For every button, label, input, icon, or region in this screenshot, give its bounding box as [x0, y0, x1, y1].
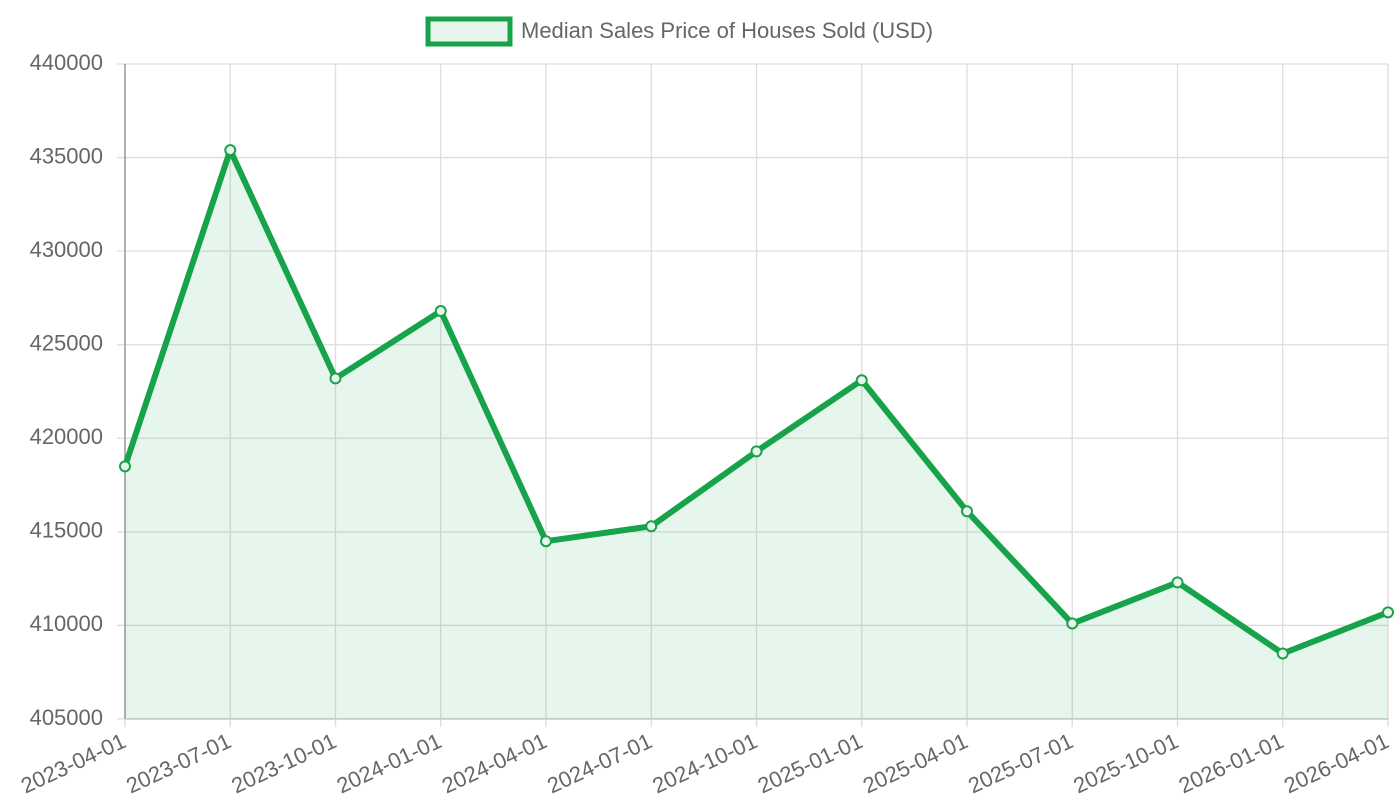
point	[1171, 576, 1184, 589]
y-tick-label: 430000	[30, 237, 103, 262]
x-tick-label: 2024-01-01	[333, 728, 446, 798]
point	[1066, 617, 1079, 630]
x-tick-label: 2026-04-01	[1280, 728, 1393, 798]
x-tick-label: 2025-04-01	[859, 728, 972, 798]
legend-swatch	[425, 16, 513, 47]
point	[961, 505, 973, 518]
y-tick-label: 440000	[30, 50, 103, 75]
x-tick-label: 2023-07-01	[122, 728, 235, 798]
point	[224, 144, 237, 157]
y-tick-label: 435000	[30, 143, 103, 168]
point	[329, 372, 342, 385]
x-tick-label: 2024-10-01	[649, 728, 762, 798]
point	[645, 520, 658, 533]
y-tick-label: 425000	[30, 331, 103, 356]
point	[750, 445, 763, 458]
x-tick-label: 2026-01-01	[1175, 728, 1288, 798]
point	[119, 460, 131, 473]
point	[1382, 606, 1394, 619]
x-tick-label: 2024-04-01	[438, 728, 551, 798]
point	[855, 374, 868, 387]
x-tick-label: 2023-10-01	[228, 728, 341, 798]
y-tick-label: 410000	[30, 611, 103, 636]
y-tick-label: 420000	[30, 424, 103, 449]
y-tick-label: 405000	[30, 705, 103, 730]
x-tick-label: 2025-10-01	[1070, 728, 1183, 798]
x-tick-label: 2025-01-01	[754, 728, 867, 798]
point	[540, 535, 552, 548]
point	[1276, 647, 1289, 660]
x-tick-label: 2025-07-01	[964, 728, 1077, 798]
y-tick-label: 415000	[30, 518, 103, 543]
legend-label: Median Sales Price of Houses Sold (USD)	[521, 18, 933, 43]
x-tick-label: 2023-04-01	[17, 728, 130, 798]
x-tick-label: 2024-07-01	[543, 728, 656, 798]
point	[434, 305, 447, 318]
area	[125, 150, 1388, 720]
